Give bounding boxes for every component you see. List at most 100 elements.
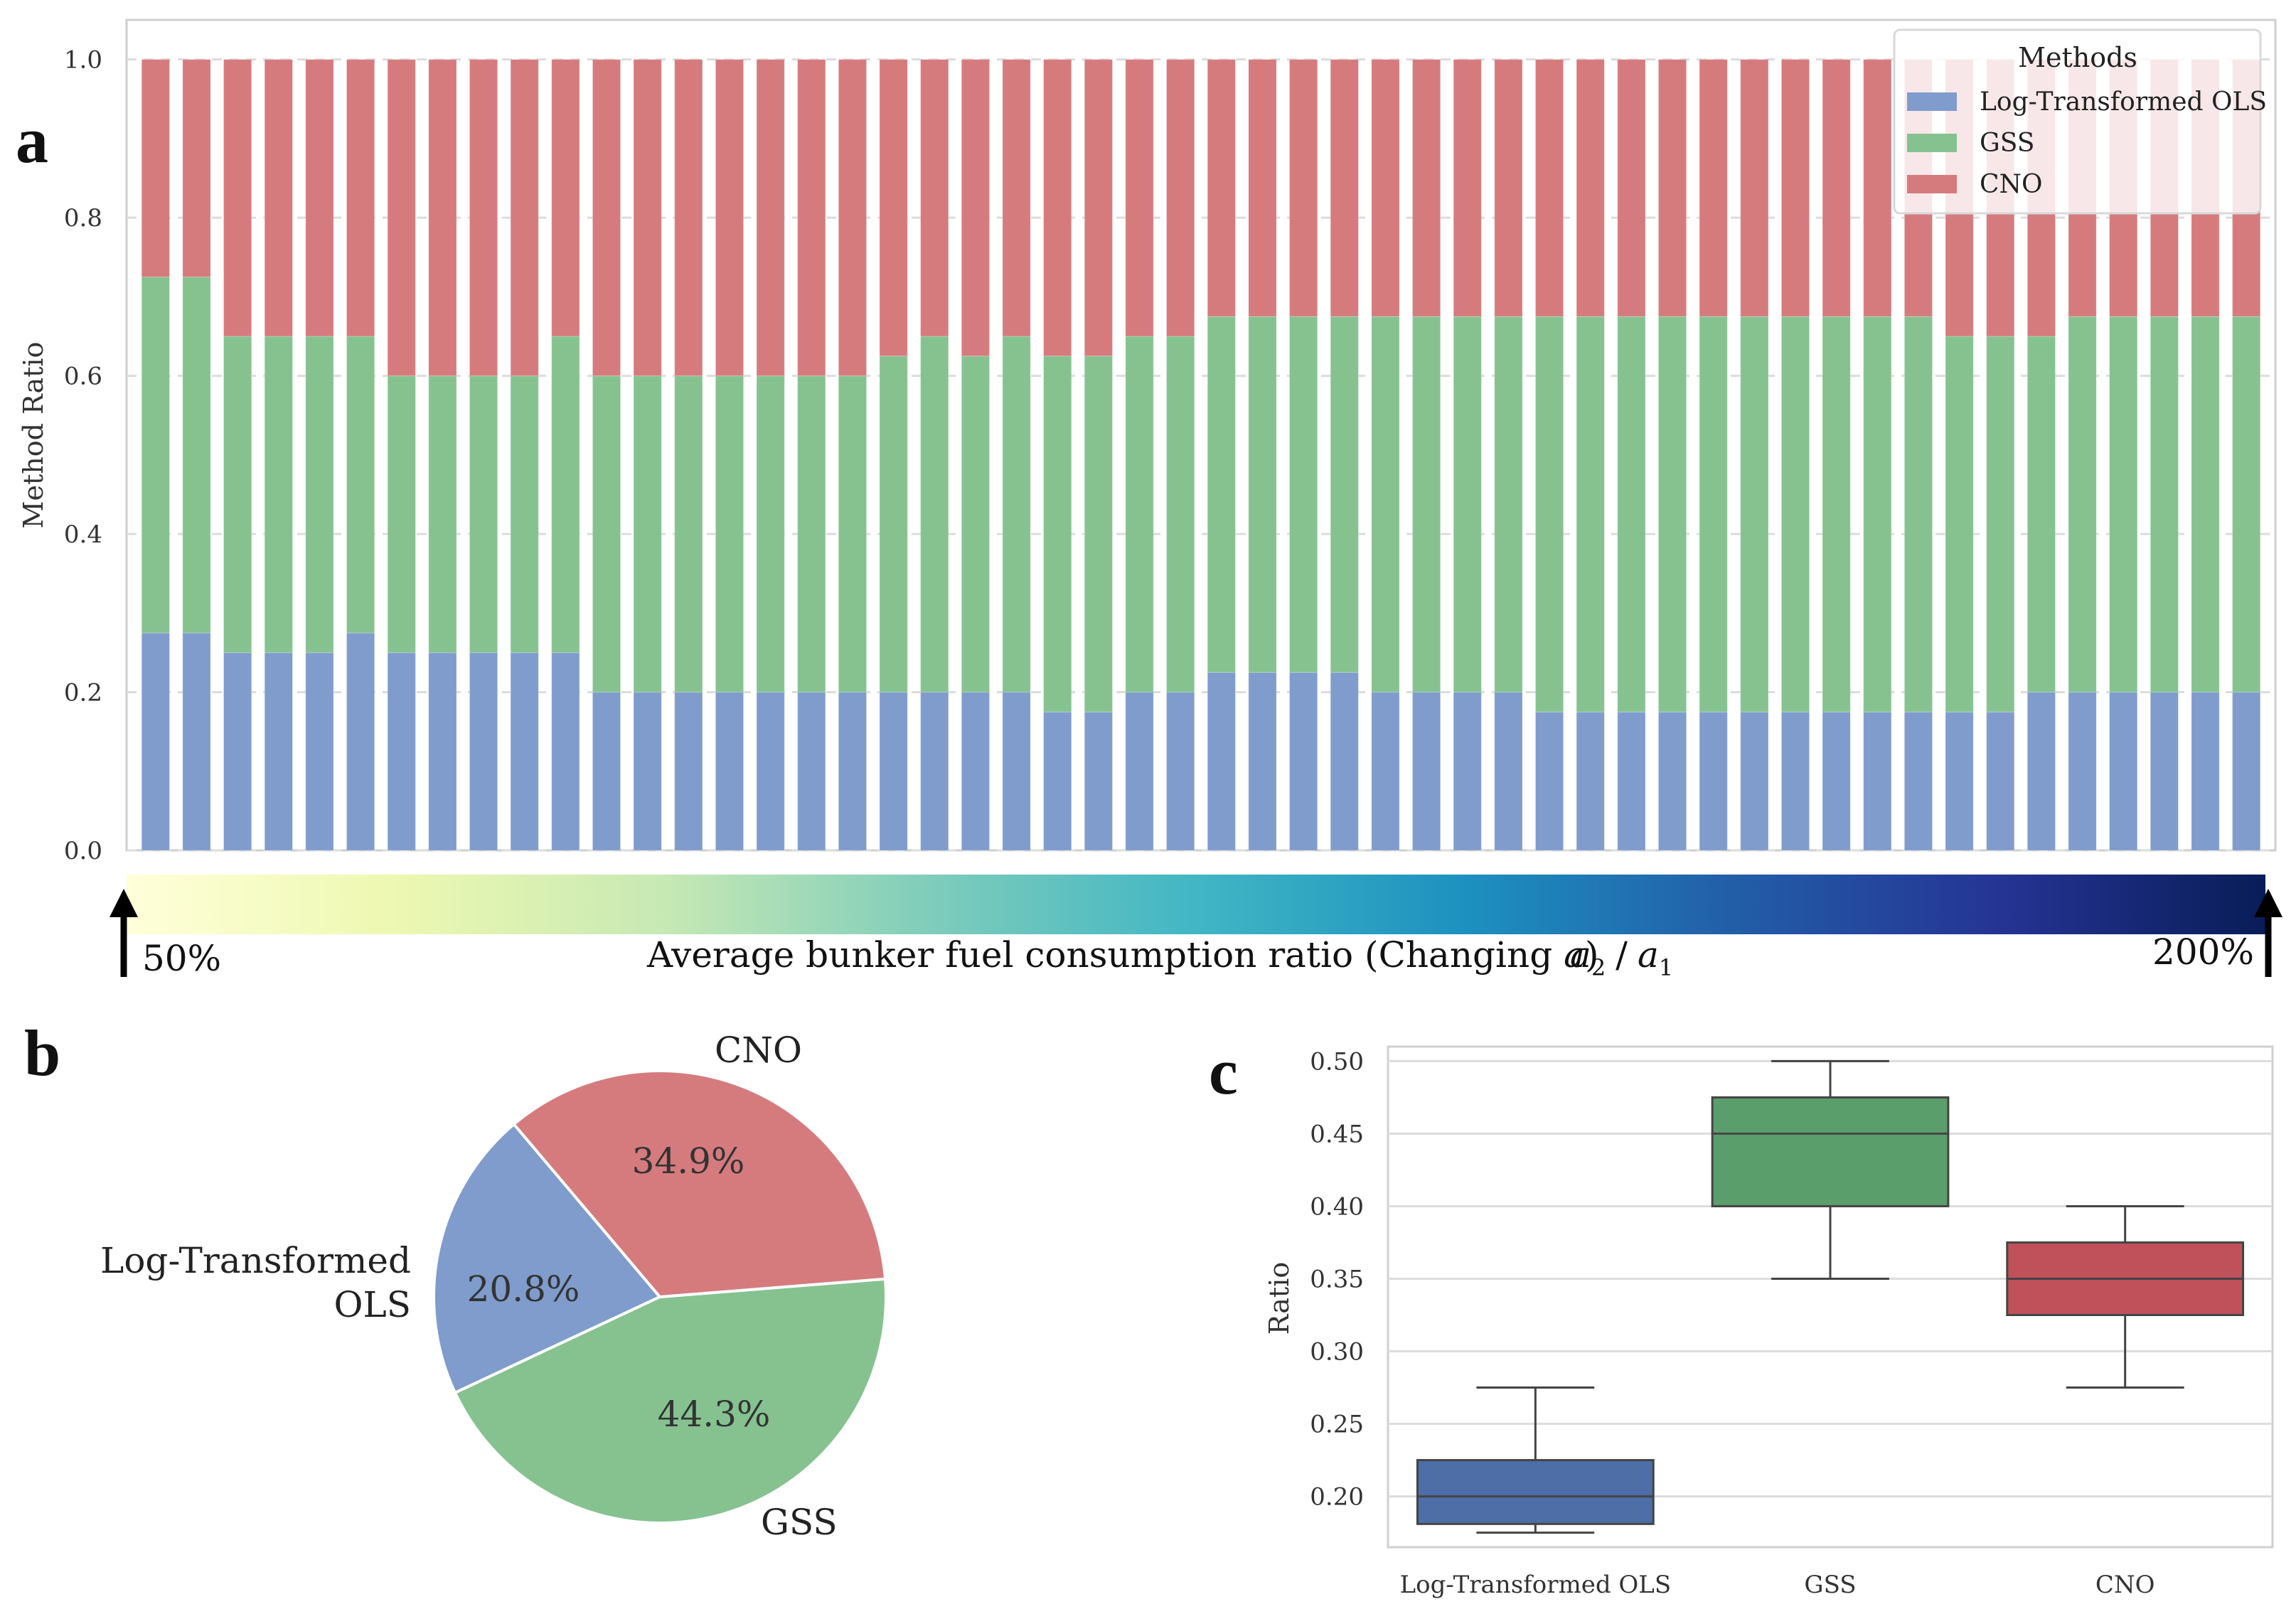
panel-c-letter: c (1209, 1035, 1238, 1108)
box-iqr (1711, 1096, 1950, 1207)
panel-b-letter: b (24, 1017, 60, 1089)
bar-segment-ols (2068, 692, 2097, 851)
bar-segment-gss (1207, 316, 1236, 673)
bar-segment-gss (1371, 316, 1400, 693)
bar-segment-cno (1002, 59, 1031, 337)
bar-segment-cno (1576, 59, 1605, 317)
bar-segment-ols (592, 692, 621, 851)
bar-segment-ols (1289, 672, 1318, 851)
bar-segment-ols (1248, 672, 1277, 851)
bar-segment-gss (2027, 336, 2056, 693)
panel-c-y-tick-label: 0.50 (1310, 1047, 1364, 1076)
bar-segment-gss (264, 336, 293, 653)
right-arrow-icon (2254, 889, 2282, 977)
bar-segment-cno (1453, 59, 1482, 317)
bar-segment-ols (1411, 692, 1441, 851)
bar-segment-ols (961, 692, 991, 851)
bar-segment-cno (1411, 59, 1441, 317)
bar-segment-ols (1945, 711, 1974, 851)
bar-segment-cno (879, 59, 908, 357)
bar-segment-ols (1863, 711, 1892, 851)
legend-label-gss: GSS (1980, 129, 2034, 158)
panel-a-stacked-bar-chart: 0.0 0.2 0.4 0.6 0.8 1.0 Method Ratio a Method… (16, 18, 2277, 865)
bar-segment-ols (1371, 692, 1400, 851)
bar-segment-cno (1248, 59, 1277, 317)
bar-segment-cno (1657, 59, 1687, 317)
bar-segment-ols (2027, 692, 2056, 851)
bar-segment-gss (1330, 316, 1359, 673)
panel-b-pie-chart: b 20.8% 44.3% 34.9% Log-Transformed OLS … (24, 1017, 887, 1543)
bar-segment-cno (1699, 59, 1728, 317)
box-iqr (1416, 1459, 1655, 1525)
bar-segment-gss (592, 375, 621, 693)
bar-segment-cno (469, 59, 498, 377)
bar-segment-cno (1125, 59, 1154, 337)
bar-segment-gss (1002, 336, 1031, 693)
box-gss (1711, 1059, 1950, 1280)
pie-pct-gss: 44.3% (658, 1394, 771, 1435)
pie-label-ols-line2: OLS (334, 1284, 411, 1325)
bar-segment-cno (715, 59, 744, 377)
bar-segment-cno (1822, 59, 1851, 317)
bar-segment-gss (1903, 316, 1933, 712)
bar-segment-gss (1822, 316, 1851, 712)
bar-segment-ols (428, 652, 457, 851)
panel-c-boxes (1416, 1059, 2245, 1534)
bar-segment-gss (2150, 316, 2179, 693)
bar-segment-cno (592, 59, 621, 377)
panel-c-y-tick-label: 0.45 (1310, 1120, 1364, 1148)
bar-segment-gss (961, 356, 991, 693)
bar-segment-ols (879, 692, 908, 851)
bar-segment-cno (141, 59, 170, 278)
legend-swatch-ols (1907, 92, 1957, 111)
bar-segment-gss (1411, 316, 1441, 693)
pie-slices (432, 1069, 887, 1524)
panel-a-y-tick-label: 1.0 (64, 46, 102, 75)
legend-swatch-cno (1907, 175, 1957, 193)
bar-segment-cno (1371, 59, 1400, 317)
bar-segment-ols (1822, 711, 1851, 851)
bar-segment-ols (1207, 672, 1236, 851)
bar-segment-cno (797, 59, 826, 377)
bar-segment-ols (223, 652, 252, 851)
bar-segment-gss (797, 375, 826, 693)
bar-segment-ols (305, 652, 334, 851)
bar-segment-ols (797, 692, 826, 851)
bar-segment-cno (182, 59, 211, 278)
bar-segment-ols (1657, 711, 1687, 851)
panel-a-y-tick-label: 0.0 (64, 837, 102, 865)
bar-segment-gss (2068, 316, 2097, 693)
bar-segment-cno (674, 59, 703, 377)
bar-segment-cno (387, 59, 416, 377)
bar-segment-gss (1453, 316, 1482, 693)
pie-label-ols-line1: Log-Transformed (100, 1240, 411, 1281)
bar-segment-ols (469, 652, 498, 851)
panel-a-y-tick-label: 0.6 (64, 363, 102, 391)
bar-segment-gss (510, 375, 539, 653)
panel-a-letter: a (16, 104, 48, 176)
legend-label-ols: Log-Transformed OLS (1980, 87, 2267, 117)
bar-segment-gss (2109, 316, 2138, 693)
bar-segment-gss (428, 375, 457, 653)
bar-segment-ols (1494, 692, 1523, 851)
bar-segment-gss (1740, 316, 1769, 712)
bar-segment-gss (1534, 316, 1564, 712)
bar-segment-cno (1207, 59, 1236, 317)
bar-segment-gss (1166, 336, 1195, 693)
legend-label-cno: CNO (1980, 170, 2043, 199)
panel-a-y-tick-label: 0.2 (64, 679, 102, 707)
bar-segment-ols (1330, 672, 1359, 851)
bar-segment-ols (510, 652, 539, 851)
bar-segment-cno (1740, 59, 1769, 317)
bar-segment-cno (1780, 59, 1810, 317)
bar-segment-gss (1125, 336, 1154, 693)
bar-segment-gss (1699, 316, 1728, 712)
pie-pct-cno: 34.9% (632, 1140, 745, 1182)
bar-segment-cno (264, 59, 293, 337)
bar-segment-cno (1534, 59, 1564, 317)
bar-segment-cno (1166, 59, 1195, 337)
bar-segment-gss (346, 336, 375, 634)
pie-slice-ols (432, 1122, 663, 1395)
bar-segment-ols (2232, 692, 2261, 851)
colorbar: 50% 200% Average bunker fuel consumption… (110, 875, 2282, 981)
